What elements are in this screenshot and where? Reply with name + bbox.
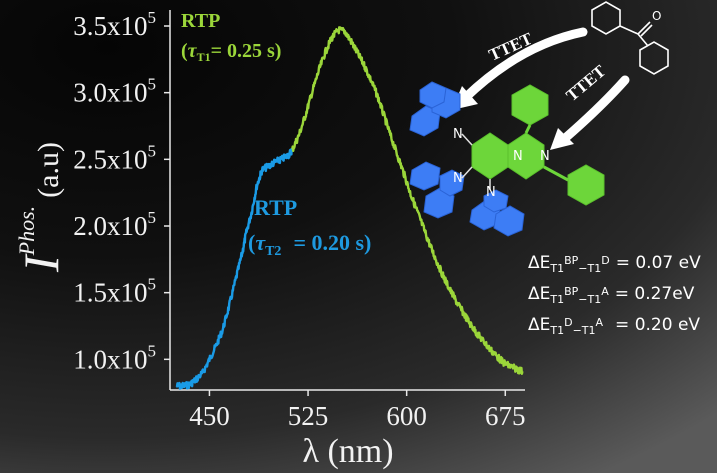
x-tick-label: 525 [288,401,329,431]
x-tick-label: 450 [189,401,230,431]
y-tick-label: 2.0x105 [73,208,156,241]
n-label-3: N [486,185,496,200]
tau-blue-label: (τT2 = 0.20 s) [248,230,371,259]
x-tick-label: 600 [386,401,427,431]
x-tick-label: 675 [485,401,526,431]
x-ticks: 450 525 600 675 [189,390,526,431]
y-ticks: 1.0x105 1.5x105 2.0x105 2.5x105 3.0x105 3.5x1… [73,8,170,374]
tau-green-label: (τT1= 0.25 s) [181,40,281,64]
y-tick-label: 2.5x105 [73,141,156,174]
energy-eq-3: ΔET1D−T1A = 0.20 eV [528,315,700,337]
y-axis-title: IPhos.(a.u) [13,142,69,273]
y-tick-label: 1.5x105 [73,275,156,308]
benzophenone-structure [591,1,669,75]
y-tick-label: 1.0x105 [73,341,156,374]
y-tick-label: 3.5x105 [73,8,156,41]
n-label-5: N [513,149,523,164]
y-tick-label: 3.0x105 [73,75,156,108]
rtp-blue-label: RTP [254,195,297,220]
n-label-4: N [540,149,550,164]
n-label-2: N [453,171,463,186]
oxygen-label: O [652,9,661,23]
series-line-2 [291,26,524,375]
n-label-1: N [453,127,463,142]
molecule-structure [409,81,605,237]
series-line-1 [175,148,294,390]
x-axis-title: λ (nm) [302,433,393,470]
ttet-arrow-2 [550,75,630,150]
energy-eq-2: ΔET1BP−T1A = 0.27eV [528,284,695,306]
rtp-green-label: RTP [181,10,220,32]
energy-eq-1: ΔET1BP−T1D = 0.07 eV [528,253,701,275]
phosphorescence-curves [175,26,524,390]
